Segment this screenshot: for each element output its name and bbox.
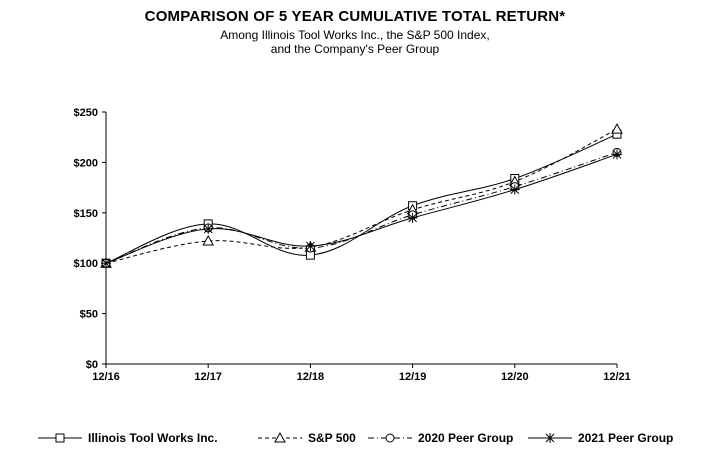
legend-marker	[55, 433, 65, 443]
series-line-2020-peer-group	[105, 151, 618, 264]
x-tick-label: 12/21	[603, 371, 631, 383]
y-tick-label: $250	[74, 107, 98, 119]
data-point-2021-peer-group	[612, 149, 622, 160]
y-tick-label: $200	[74, 157, 98, 169]
legend-item-s-p-500: S&P 500	[258, 431, 356, 445]
data-point-2021-peer-group	[509, 184, 520, 195]
chart-title: COMPARISON OF 5 YEAR CUMULATIVE TOTAL RE…	[144, 8, 566, 25]
legend-item-illinois-tool-works-inc: Illinois Tool Works Inc.	[38, 431, 218, 445]
legend-label: S&P 500	[308, 431, 356, 445]
series-s-p-500	[100, 123, 623, 268]
series-illinois-tool-works-inc	[101, 129, 622, 268]
series-line-s-p-500	[105, 128, 618, 264]
y-tick-label: $0	[86, 359, 98, 371]
chart-axes: $0 $50 $100 $150 $200 $250 12/16 12/17 12/18 12/1…	[74, 107, 631, 383]
x-tick-label: 12/20	[501, 371, 529, 383]
legend-marker	[545, 433, 555, 443]
series-2021-peer-group	[101, 149, 622, 269]
legend-item-2021-peer-group: 2021 Peer Group	[528, 431, 673, 445]
data-point-2021-peer-group	[305, 241, 316, 252]
series-line-2021-peer-group	[105, 153, 618, 264]
data-point-2021-peer-group	[203, 223, 214, 234]
y-tick-label: $100	[74, 258, 98, 270]
data-point-2021-peer-group	[101, 258, 111, 269]
legend-item-2020-peer-group: 2020 Peer Group	[368, 431, 513, 445]
legend-marker	[385, 433, 395, 443]
series-line-illinois-tool-works-inc	[105, 133, 618, 264]
x-tick-label: 12/17	[194, 371, 222, 383]
data-point-s-p-500	[611, 123, 623, 134]
data-point-2021-peer-group	[407, 212, 418, 223]
legend-label: 2021 Peer Group	[578, 431, 673, 445]
legend-marker	[274, 431, 286, 443]
x-tick-label: 12/19	[399, 371, 427, 383]
series-2020-peer-group	[101, 147, 622, 268]
y-tick-label: $50	[80, 309, 98, 321]
x-tick-label: 12/16	[92, 371, 120, 383]
series-layer	[100, 123, 623, 269]
chart-subtitle-line-2: and the Company's Peer Group	[270, 42, 440, 56]
data-point-s-p-500	[202, 234, 215, 246]
legend-label: 2020 Peer Group	[418, 431, 513, 445]
chart-subtitle-line-1: Among Illinois Tool Works Inc., the S&P …	[220, 28, 490, 42]
y-tick-label: $150	[74, 208, 98, 220]
chart-legend: Illinois Tool Works Inc. S&P 500 2020 Peer…	[38, 431, 673, 445]
x-tick-label: 12/18	[297, 371, 325, 383]
legend-label: Illinois Tool Works Inc.	[88, 431, 218, 445]
